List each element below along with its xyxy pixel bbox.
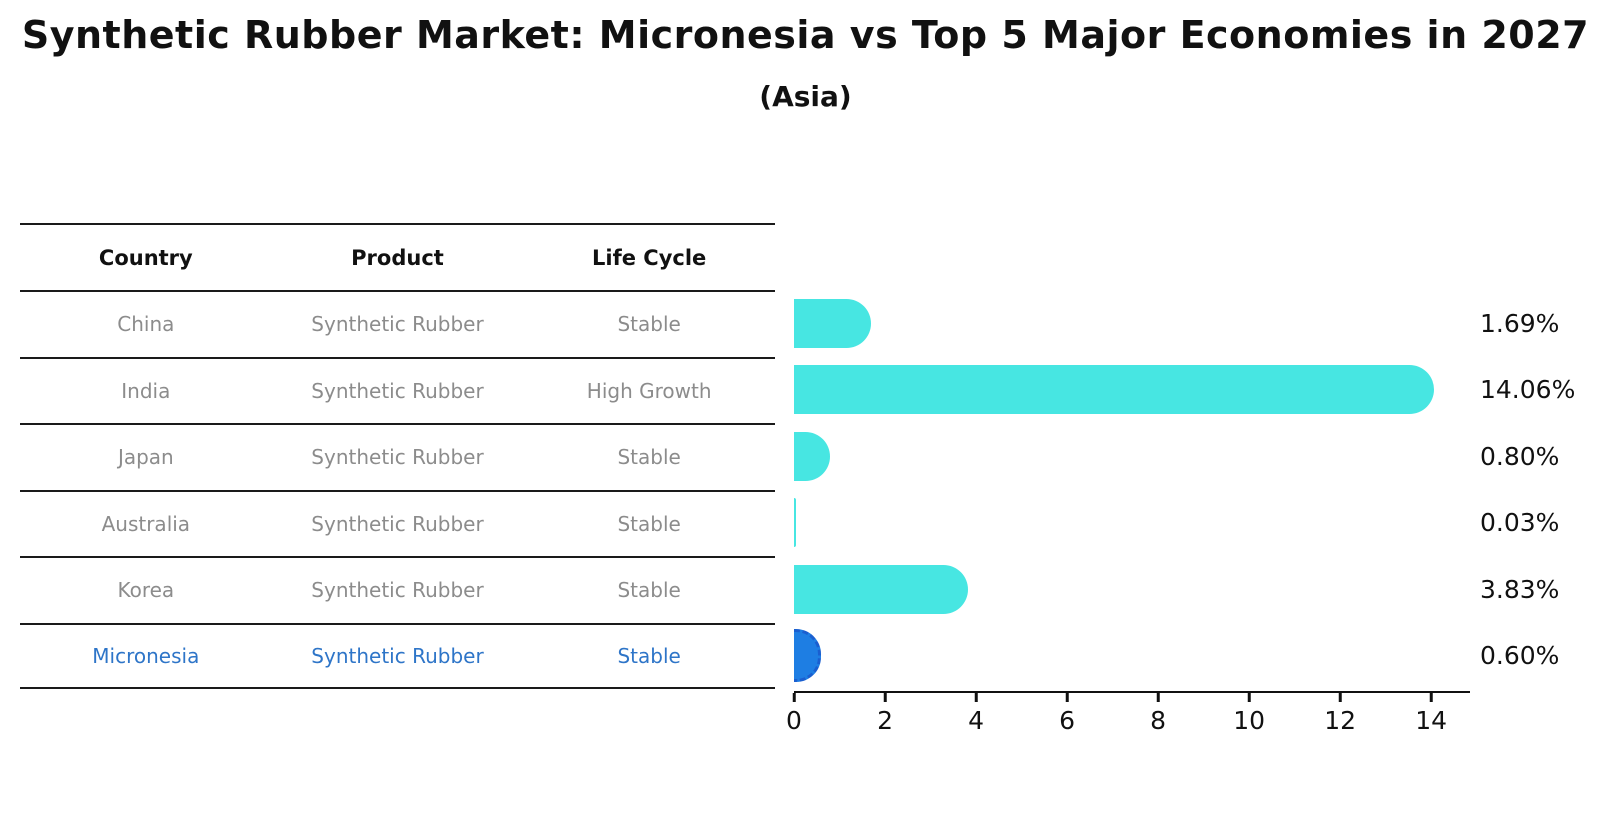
x-tick-label-8: 8 <box>1150 706 1167 735</box>
table-cell-product: Synthetic Rubber <box>311 312 484 337</box>
value-labels: 1.69% 14.06% 0.80% 0.03% 3.83% 0.60% <box>1480 290 1605 689</box>
x-tick-mark-2 <box>883 693 887 702</box>
table-cell-life-cycle: Stable <box>617 643 681 668</box>
chart-title: Synthetic Rubber Market: Micronesia vs T… <box>21 13 1590 57</box>
x-tick-mark-6 <box>1065 693 1069 702</box>
table-cell-country: Micronesia <box>92 643 200 668</box>
table-cell-life-cycle: Stable <box>617 445 681 470</box>
table-cell-product: Synthetic Rubber <box>311 445 484 470</box>
bar-row-australia <box>794 490 1468 557</box>
bar-row-korea <box>794 556 1468 623</box>
table-cell-life-cycle: High Growth <box>586 378 712 403</box>
table-header-row: Country Product Life Cycle <box>20 223 775 290</box>
bar-india <box>794 365 1434 414</box>
x-tick-label-12: 12 <box>1324 706 1357 735</box>
table-body: China Synthetic Rubber Stable India Syntheti… <box>20 290 775 689</box>
x-tick-mark-12 <box>1338 693 1342 702</box>
bar-row-india <box>794 357 1468 424</box>
country-table: Country Product Life Cycle China Syntheti… <box>20 223 775 689</box>
bar-row-japan <box>794 423 1468 490</box>
chart-subtitle: (Asia) <box>759 80 852 113</box>
table-row-korea: Korea Synthetic Rubber Stable <box>20 556 775 623</box>
column-header-life-cycle: Life Cycle <box>592 245 707 270</box>
table-cell-country: Korea <box>117 578 175 603</box>
x-tick-mark-14 <box>1429 693 1433 702</box>
table-row-japan: Japan Synthetic Rubber Stable <box>20 423 775 490</box>
value-label-india: 14.06% <box>1480 375 1576 405</box>
column-header-country: Country <box>98 245 193 270</box>
table-cell-product: Synthetic Rubber <box>311 511 484 536</box>
bar-japan <box>794 431 831 481</box>
value-label-micronesia: 0.60% <box>1480 641 1560 671</box>
bar-row-china <box>794 290 1468 357</box>
x-axis: 0 2 4 6 8 10 12 14 <box>786 691 1470 739</box>
table-cell-country: India <box>121 378 171 403</box>
x-tick-mark-10 <box>1247 693 1251 702</box>
x-tick-mark-8 <box>1156 693 1160 702</box>
table-row-china: China Synthetic Rubber Stable <box>20 290 775 357</box>
x-tick-label-10: 10 <box>1233 706 1265 735</box>
bar-row-micronesia <box>794 623 1468 690</box>
x-tick-mark-0 <box>792 693 796 702</box>
table-row-micronesia: Micronesia Synthetic Rubber Stable <box>20 622 775 689</box>
value-label-australia: 0.03% <box>1480 508 1560 538</box>
value-label-japan: 0.80% <box>1480 441 1560 471</box>
table-cell-product: Synthetic Rubber <box>311 378 484 403</box>
table-cell-life-cycle: Stable <box>617 578 681 603</box>
table-cell-life-cycle: Stable <box>617 511 681 536</box>
table-row-india: India Synthetic Rubber High Growth <box>20 356 775 424</box>
x-tick-label-2: 2 <box>877 706 893 735</box>
x-tick-mark-4 <box>974 693 978 702</box>
bar-micronesia <box>794 629 822 682</box>
table-cell-country: China <box>117 312 175 337</box>
bar-korea <box>794 564 969 614</box>
table-row-australia: Australia Synthetic Rubber Stable <box>20 489 775 557</box>
value-label-korea: 3.83% <box>1480 574 1560 604</box>
table-cell-country: Australia <box>101 511 191 536</box>
column-header-product: Product <box>351 245 444 270</box>
table-cell-life-cycle: Stable <box>617 312 681 337</box>
value-label-china: 1.69% <box>1480 308 1560 338</box>
table-cell-product: Synthetic Rubber <box>311 578 484 603</box>
x-tick-label-6: 6 <box>1059 706 1075 735</box>
bar-china <box>794 298 871 348</box>
bar-australia <box>794 498 796 547</box>
table-cell-product: Synthetic Rubber <box>311 643 484 668</box>
x-tick-label-0: 0 <box>786 706 802 735</box>
table-cell-country: Japan <box>117 445 174 470</box>
bar-plot <box>794 290 1468 689</box>
x-tick-label-4: 4 <box>968 706 984 735</box>
x-tick-label-14: 14 <box>1415 706 1448 735</box>
